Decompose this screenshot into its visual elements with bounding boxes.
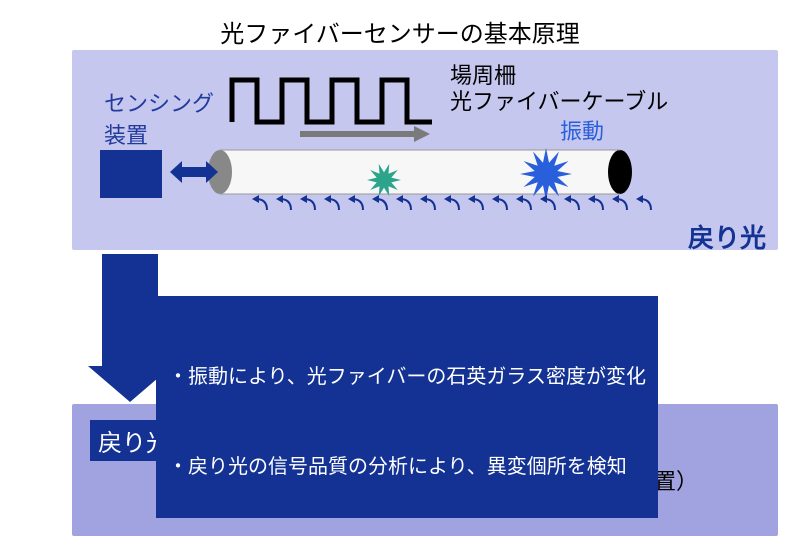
label-vibration-blue: 振動 bbox=[560, 114, 604, 146]
explanation-line-1: ・振動により、光ファイバーの石英ガラス密度が変化 bbox=[168, 362, 646, 392]
label-sensing: センシング 装置 bbox=[104, 86, 214, 150]
panel-top bbox=[72, 50, 778, 250]
label-cable: 光ファイバーケーブル bbox=[450, 84, 668, 116]
explanation-box: ・振動により、光ファイバーの石英ガラス密度が変化 ・戻り光の信号品質の分析により… bbox=[156, 296, 658, 518]
sensing-device-box bbox=[100, 150, 162, 198]
page-title: 光ファイバーセンサーの基本原理 bbox=[0, 14, 800, 49]
label-return-light: 戻り光 bbox=[688, 218, 766, 255]
explanation-line-2: ・戻り光の信号品質の分析により、異変個所を検知 bbox=[168, 452, 646, 482]
label-vibration-green: 振動 bbox=[410, 166, 454, 198]
